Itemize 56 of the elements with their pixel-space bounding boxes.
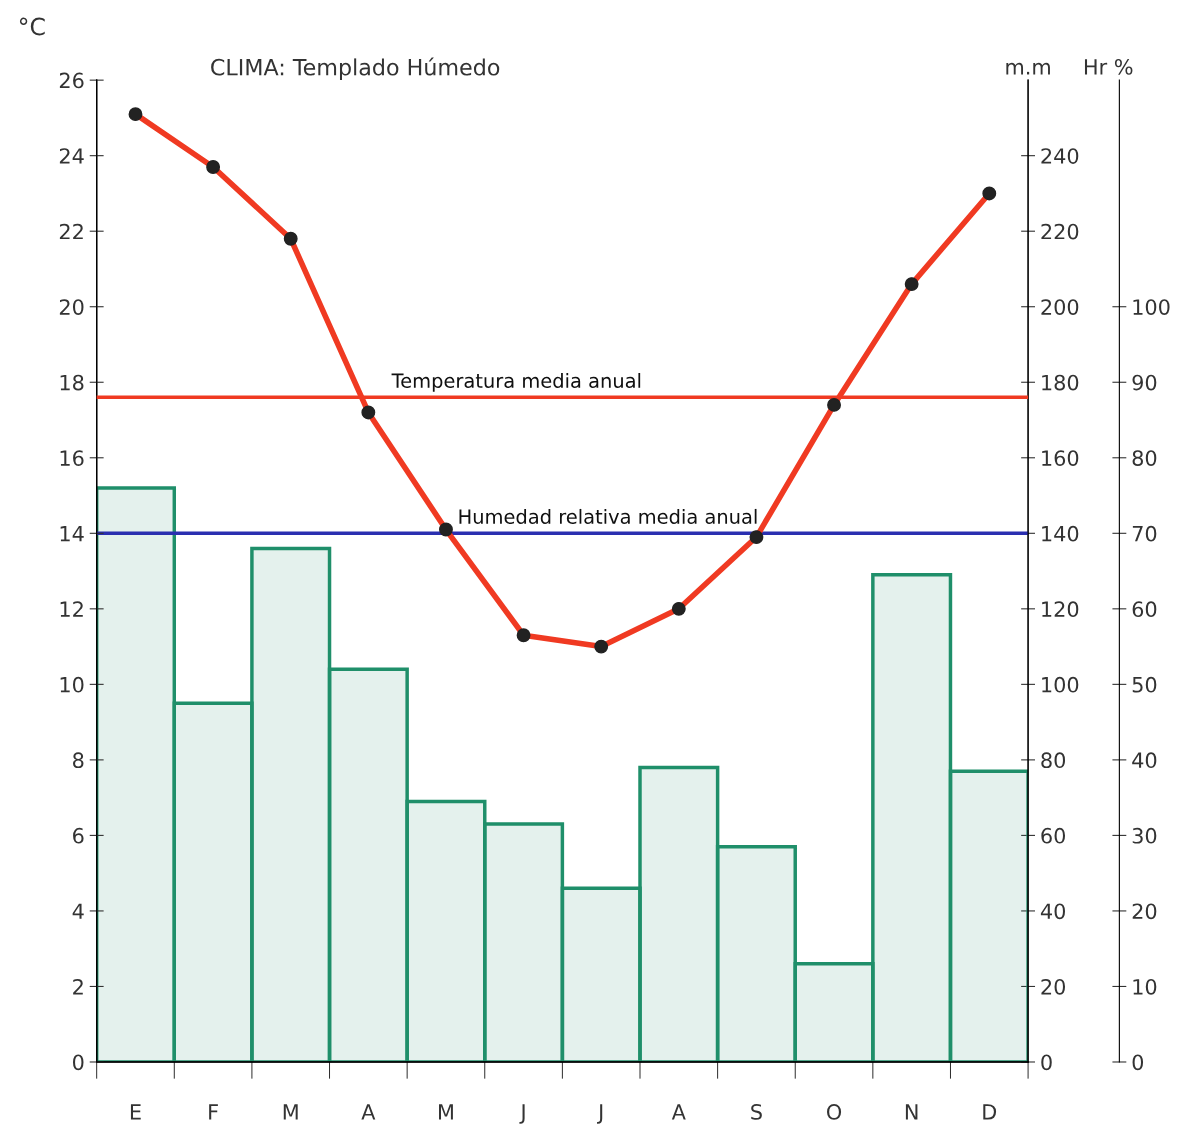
x-tick-label: O bbox=[827, 1104, 842, 1120]
y-tick-label: 24 bbox=[59, 148, 84, 164]
chart-subtitle: CLIMA: Templado Húmedo bbox=[211, 57, 500, 80]
y3-tick-label: 90 bbox=[1132, 374, 1157, 391]
y-tick-label: 20 bbox=[59, 299, 84, 315]
y-tick-label: 4 bbox=[72, 903, 84, 919]
y2-tick-label: 240 bbox=[1041, 148, 1079, 164]
y2-tick-label: 80 bbox=[1041, 752, 1066, 769]
x-tick-label: J bbox=[519, 1104, 525, 1124]
y2-tick-label: 180 bbox=[1042, 374, 1079, 391]
x-tick-label: J bbox=[597, 1104, 603, 1124]
y-tick-label: 6 bbox=[73, 827, 84, 844]
y3-tick-label: 20 bbox=[1132, 903, 1157, 920]
y-tick-label: 10 bbox=[60, 676, 84, 693]
ref-line-label: Humedad relativa media anual bbox=[459, 508, 757, 524]
x-tick-label: A bbox=[361, 1104, 376, 1120]
y-tick-label: 0 bbox=[72, 1054, 84, 1071]
x-tick-label: D bbox=[983, 1104, 997, 1120]
y2-tick-label: 200 bbox=[1041, 299, 1079, 315]
y2-axis-title: m.m bbox=[1006, 62, 1050, 75]
y3-tick-label: 70 bbox=[1132, 525, 1157, 542]
y2-tick-label: 100 bbox=[1042, 676, 1079, 693]
y3-tick-label: 50 bbox=[1132, 676, 1157, 693]
y-tick-label: 8 bbox=[73, 752, 84, 769]
y2-tick-label: 160 bbox=[1042, 450, 1079, 466]
y2-tick-label: 140 bbox=[1042, 525, 1079, 542]
y-axis-title: °C bbox=[19, 17, 45, 36]
y3-tick-label: 100 bbox=[1133, 299, 1170, 315]
x-tick-label: E bbox=[130, 1104, 141, 1120]
y3-tick-label: 10 bbox=[1133, 978, 1157, 995]
y2-tick-label: 20 bbox=[1041, 978, 1066, 995]
y-tick-label: 22 bbox=[59, 223, 83, 240]
y2-tick-label: 0 bbox=[1041, 1054, 1052, 1071]
x-tick-label: N bbox=[905, 1104, 918, 1120]
y3-tick-label: 0 bbox=[1132, 1054, 1144, 1071]
y3-tick-label: 40 bbox=[1132, 752, 1157, 769]
y-tick-label: 12 bbox=[60, 601, 83, 617]
y2-tick-label: 220 bbox=[1041, 223, 1079, 240]
x-tick-label: F bbox=[209, 1104, 218, 1120]
y3-tick-label: 30 bbox=[1132, 827, 1157, 844]
ref-line-label: Temperatura media anual bbox=[391, 372, 641, 392]
x-tick-label: A bbox=[671, 1104, 686, 1120]
y3-tick-label: 60 bbox=[1132, 601, 1157, 618]
x-tick-label: S bbox=[751, 1104, 762, 1120]
y2-tick-label: 60 bbox=[1041, 827, 1066, 844]
y-tick-label: 14 bbox=[60, 526, 84, 542]
x-tick-label: M bbox=[283, 1104, 298, 1120]
x-tick-label: M bbox=[439, 1104, 453, 1120]
y-tick-label: 2 bbox=[73, 978, 83, 995]
y2-tick-label: 120 bbox=[1042, 601, 1079, 618]
y-tick-label: 26 bbox=[59, 72, 84, 89]
y-tick-label: 18 bbox=[60, 374, 84, 391]
y2-tick-label: 40 bbox=[1040, 903, 1066, 920]
y3-tick-label: 80 bbox=[1132, 450, 1157, 466]
y3-axis-title: Hr % bbox=[1084, 58, 1133, 75]
y-tick-label: 16 bbox=[60, 450, 84, 466]
